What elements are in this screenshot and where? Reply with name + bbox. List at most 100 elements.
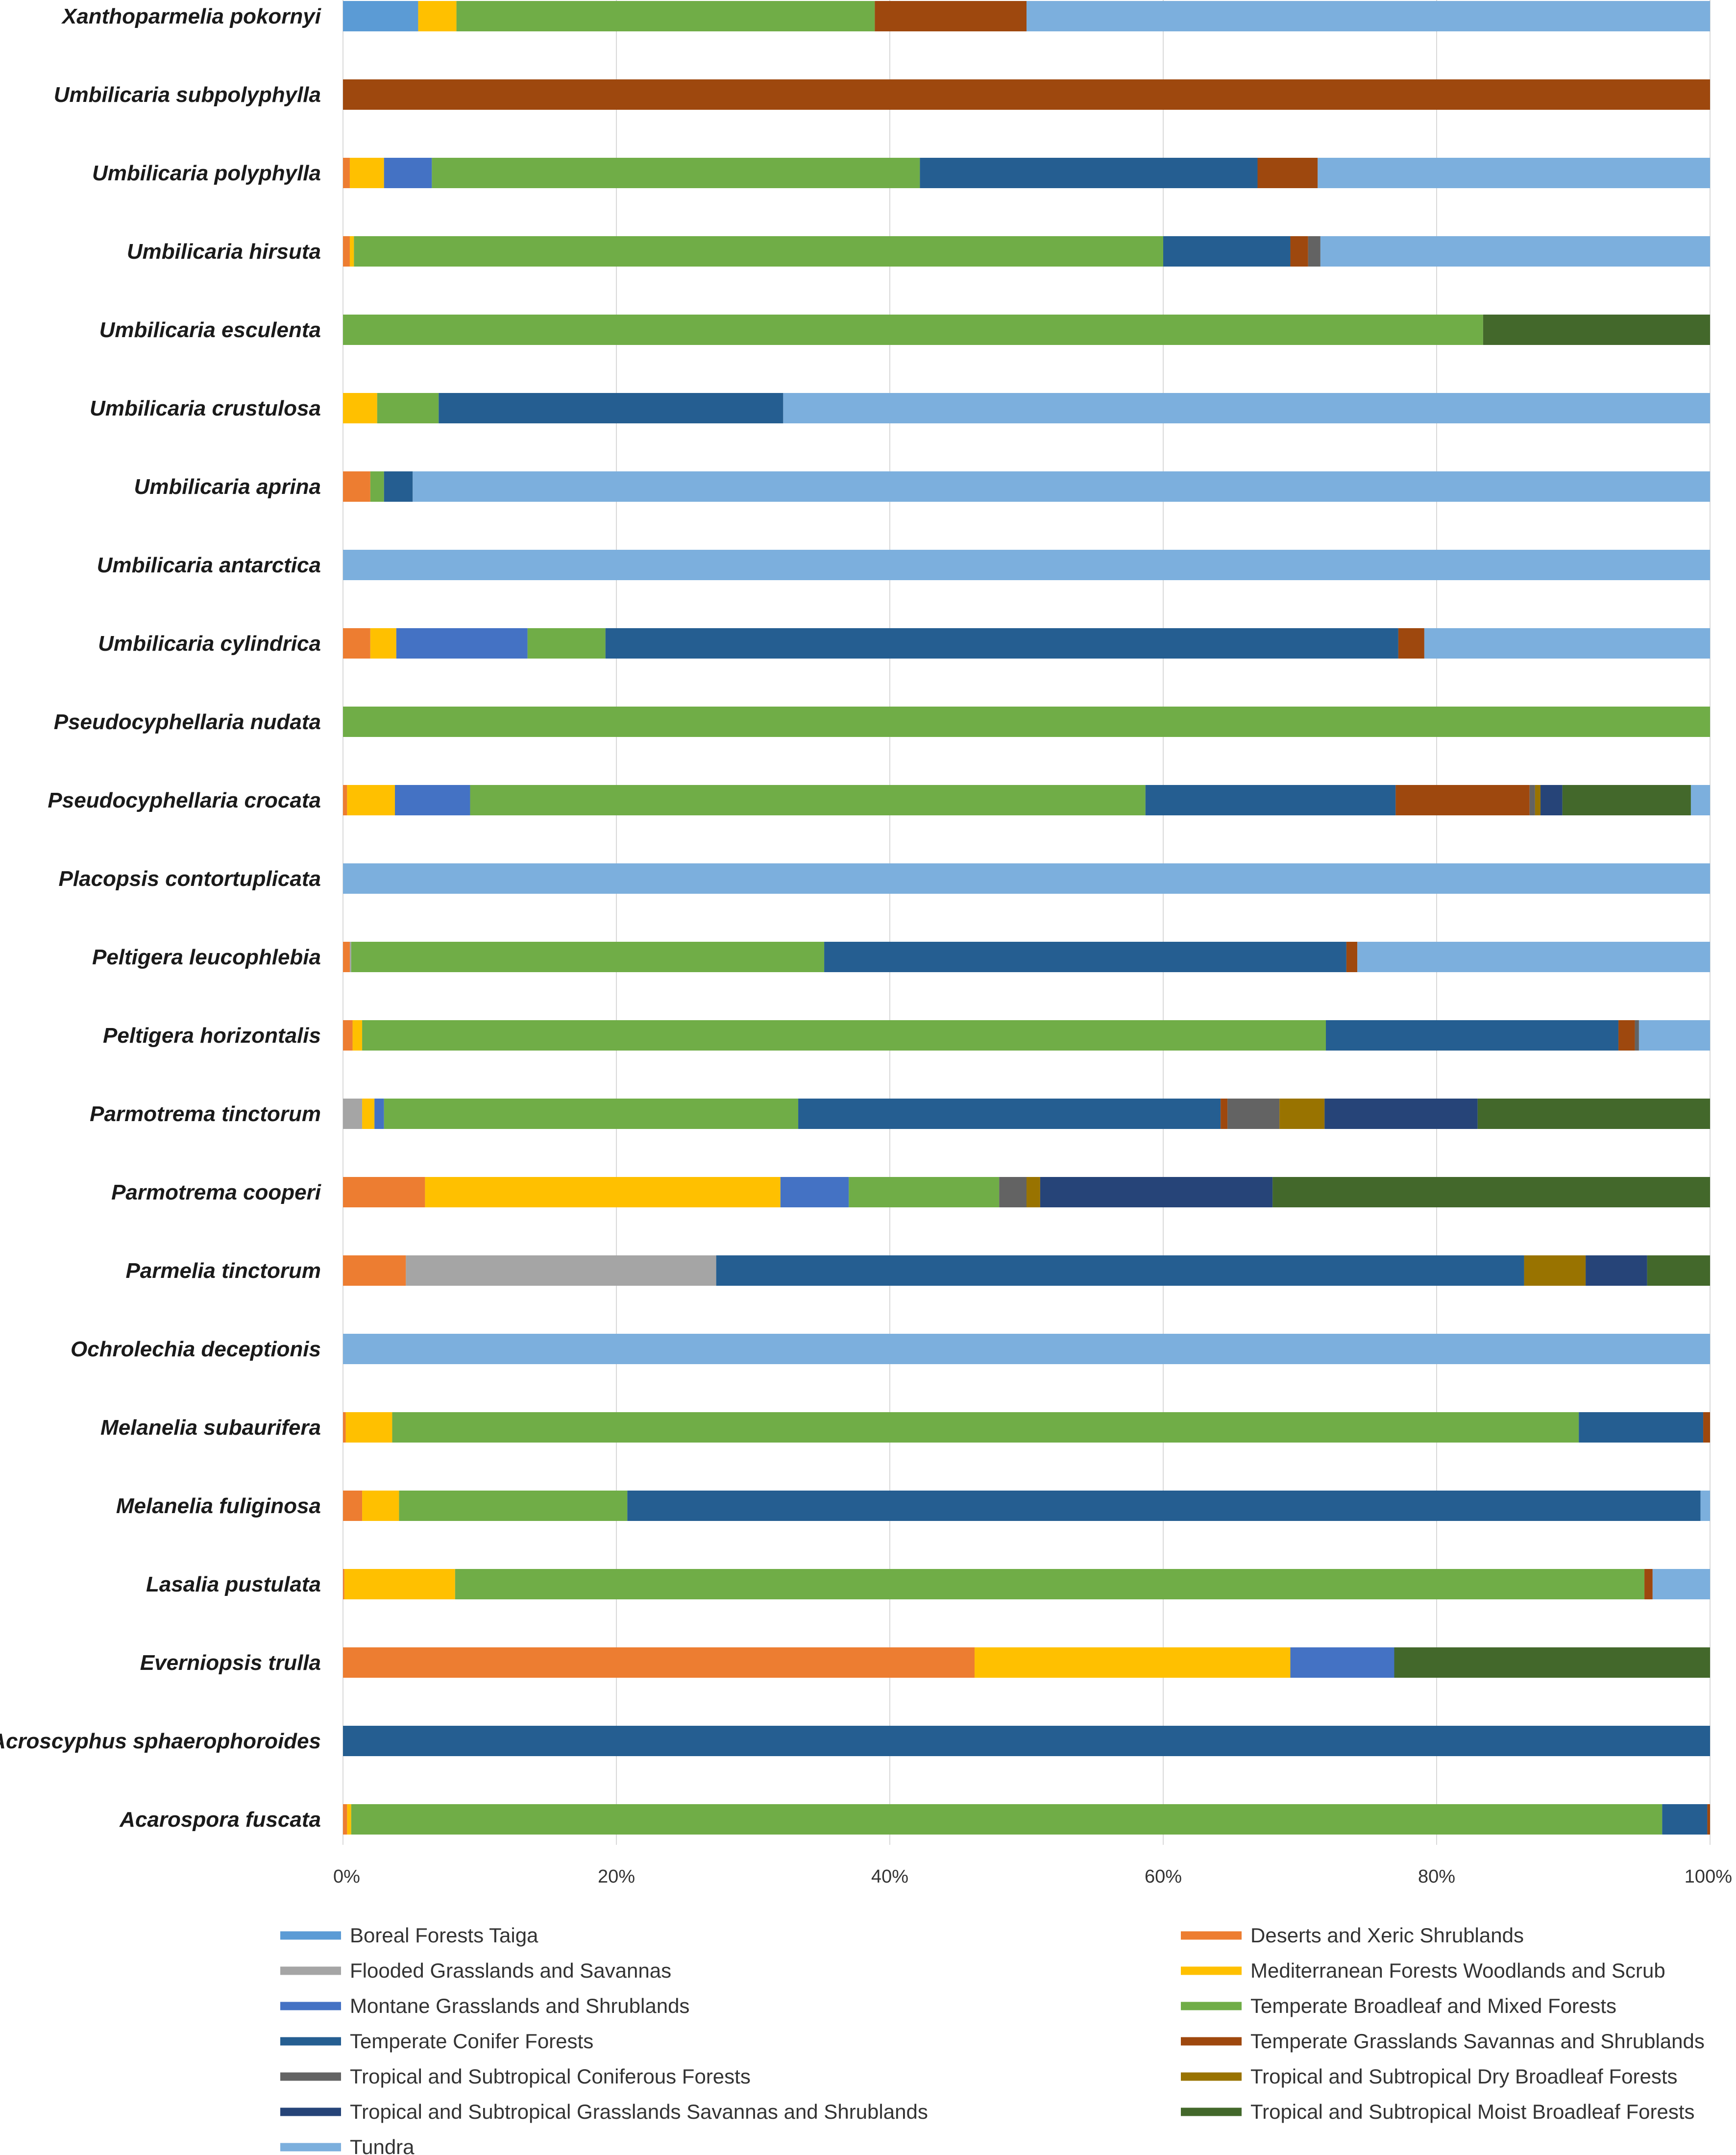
bar-segment [1326,1020,1619,1051]
bar-segment [343,1412,346,1443]
category-label: Melanelia fuliginosa [116,1494,321,1518]
legend-swatch [1181,2072,1242,2081]
legend-swatch [1181,2002,1242,2010]
bar-segment [1145,785,1396,815]
bar-segment [1562,785,1691,815]
legend: Boreal Forests Taiga Deserts and Xeric Sh… [280,1924,1705,2155]
bar-segment [377,393,439,423]
bar-segment [456,1,875,31]
bar-segment [344,1569,455,1599]
bar-segment [1040,1177,1273,1207]
bar-segment [384,1099,799,1129]
bar-segment [1707,1804,1710,1835]
category-label: Lasalia pustulata [146,1572,321,1596]
bar-segment [1662,1804,1708,1835]
bar-segment [999,1177,1027,1207]
legend-label: Boreal Forests Taiga [350,1924,538,1947]
bar-segment [1700,1491,1710,1521]
bar-segment [384,158,432,188]
legend-label: Temperate Broadleaf and Mixed Forests [1250,1994,1616,2017]
bar-segment [425,1177,781,1207]
bar-segment [1357,942,1710,972]
bar-segment [455,1569,1645,1599]
bar-segment [343,1099,363,1129]
bar-segment [343,1726,1710,1756]
bar-segment [875,1,1027,31]
category-label: Pseudocyphellaria nudata [54,710,321,734]
legend-swatch [280,2002,341,2010]
bar-segment [1703,1412,1710,1443]
legend-label: Tropical and Subtropical Dry Broadleaf F… [1250,2065,1678,2088]
x-tick-label: 40% [871,1866,908,1887]
bar-segment [343,1255,406,1286]
bar-segment [627,1491,1701,1521]
legend-swatch [280,1931,341,1940]
category-label: Melanelia subaurifera [100,1416,321,1440]
bar-segment [343,236,350,267]
bar-segment [351,942,825,972]
bar-segment [362,1099,375,1129]
category-label: Umbilicaria hirsuta [127,240,321,264]
bar-segment [343,315,1483,345]
bar-segment [1027,1177,1040,1207]
bar-segment [439,393,783,423]
bar-segment [824,942,1346,972]
category-label: Umbilicaria aprina [134,475,321,499]
bar-segment [1257,158,1318,188]
bar-segment [396,628,528,659]
bar-segment [1279,1099,1325,1129]
legend-swatch [1181,2107,1242,2116]
bar-segment [1227,1099,1280,1129]
bar-segment [343,1177,425,1207]
category-label: Everniopsis trulla [140,1651,321,1675]
bar-segment [343,1020,353,1051]
bar-segment [343,1,418,31]
bar-segment [1652,1569,1710,1599]
legend-swatch [1181,2037,1242,2046]
bar-segment [343,1334,1710,1364]
legend-label: Tropical and Subtropical Grasslands Sava… [350,2100,928,2123]
bar-segment [343,628,370,659]
category-labels: Xanthoparmelia pokornyi Umbilicaria subpo… [0,4,321,1832]
bar-segment [343,158,350,188]
bar-segment [343,707,1710,737]
bar-segment [1638,1020,1710,1051]
bar-segment [1027,1,1710,31]
category-label: Parmotrema tinctorum [90,1102,321,1126]
category-label: Umbilicaria crustulosa [90,396,321,420]
bar-segment [1579,1412,1704,1443]
bar-segment [1346,942,1358,972]
x-tick-label: 60% [1145,1866,1182,1887]
bar-segment [1644,1569,1653,1599]
category-label: Acroscyphus sphaerophoroides [0,1729,321,1753]
bar-segment [1308,236,1320,267]
bar-segment [343,79,1710,110]
bar-segment [1647,1255,1710,1286]
bar-segment [470,785,1146,815]
category-label: Ochrolechia deceptionis [71,1337,321,1361]
legend-label: Mediterranean Forests Woodlands and Scru… [1250,1959,1665,1982]
legend-label: Tropical and Subtropical Coniferous Fore… [350,2065,751,2088]
legend-label: Temperate Conifer Forests [350,2030,593,2053]
category-label: Peltigera horizontalis [103,1024,321,1048]
bar-segment [349,236,354,267]
x-tick-label: 20% [598,1866,635,1887]
bars [343,1,1710,1835]
x-tick-labels: 0% 20% 40% 60% 80% 100% [333,1866,1732,1887]
bar-segment [1163,236,1291,267]
bar-segment [392,1412,1579,1443]
bar-segment [406,1255,716,1286]
bar-segment [1395,785,1530,815]
category-label: Umbilicaria esculenta [99,318,321,342]
bar-segment [527,628,606,659]
bar-segment [605,628,1398,659]
bar-segment [362,1020,1326,1051]
bar-segment [1524,1255,1586,1286]
bar-segment [343,942,350,972]
category-label: Parmotrema cooperi [111,1180,321,1204]
category-label: Placopsis contortuplicata [59,867,321,891]
bar-segment [1318,158,1710,188]
category-label: Parmelia tinctorum [125,1259,321,1283]
